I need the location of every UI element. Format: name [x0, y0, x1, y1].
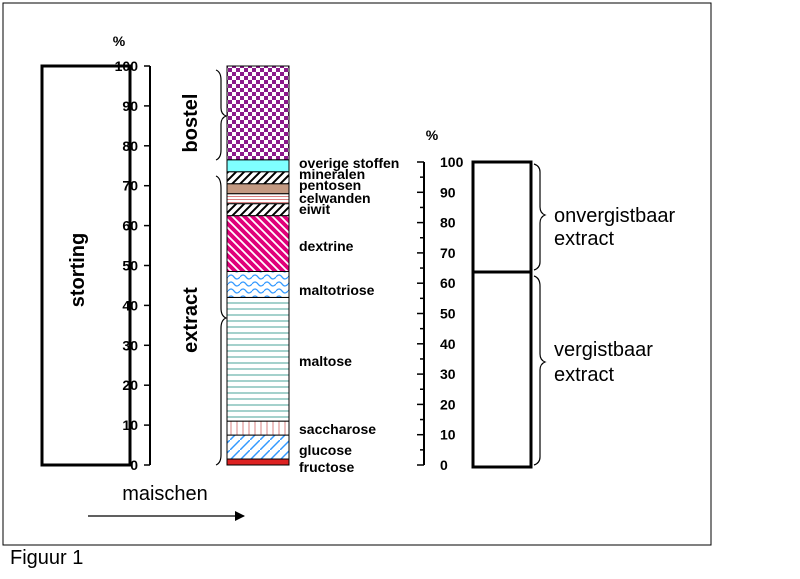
- right-axis-tick-label: 60: [440, 275, 456, 291]
- middle-axis-tick-label: 10: [122, 417, 138, 433]
- label-mineralen: mineralen: [299, 166, 365, 182]
- label-eiwit: eiwit: [299, 201, 330, 217]
- middle-axis-tick-label: 50: [122, 258, 138, 274]
- label-pentosen: pentosen: [299, 177, 361, 193]
- middle-axis-tick-label: 40: [122, 297, 138, 313]
- right-axis: % 0 10 20 30 40 50 60 70 80 90 100: [417, 127, 464, 473]
- vergistbaar-label-line1: vergistbaar: [554, 339, 653, 361]
- label-saccharose: saccharose: [299, 421, 376, 437]
- right-axis-tick-label: 10: [440, 427, 456, 443]
- middle-axis-tick-label: 30: [122, 337, 138, 353]
- extract-label: extract: [180, 287, 202, 353]
- label-maltotriose: maltotriose: [299, 282, 375, 298]
- storting-column: [40, 64, 132, 467]
- right-axis-tick-label: 20: [440, 396, 456, 412]
- extract-column: [471, 160, 533, 469]
- middle-axis: % 0 10 20 30 40 50 60 70 80 90 100: [113, 33, 151, 473]
- segment-fructose: [226, 458, 290, 466]
- label-celwanden: celwanden: [299, 190, 371, 206]
- middle-axis-tick-label: 0: [130, 457, 138, 473]
- middle-axis-tick-label: 80: [122, 138, 138, 154]
- label-fructose: fructose: [299, 459, 354, 475]
- composition-stack: [226, 65, 290, 466]
- middle-axis-tick-label: 70: [122, 178, 138, 194]
- label-dextrine: dextrine: [299, 238, 354, 254]
- middle-axis-unit: %: [113, 33, 126, 49]
- extract-brace: [215, 175, 228, 466]
- right-axis-tick-label: 100: [440, 154, 464, 170]
- figure-caption: Figuur 1: [10, 547, 84, 569]
- right-axis-tick-label: 30: [440, 366, 456, 382]
- middle-axis-tick-label: 90: [122, 98, 138, 114]
- label-glucose: glucose: [299, 442, 352, 458]
- segment-bostel: [226, 65, 290, 161]
- segment-celwanden: [226, 193, 290, 205]
- right-axis-tick-label: 80: [440, 215, 456, 231]
- right-axis-tick-label: 0: [440, 457, 448, 473]
- segment-pentosen: [226, 183, 290, 195]
- right-axis-unit: %: [426, 127, 439, 143]
- segment-saccharose: [226, 420, 290, 436]
- onvergistbaar-brace: [533, 163, 547, 271]
- onvergistbaar-label-line2: extract: [554, 228, 614, 250]
- segment-glucose: [226, 434, 290, 460]
- right-axis-tick-label: 40: [440, 336, 456, 352]
- onvergistbaar-label-line1: onvergistbaar: [554, 205, 676, 227]
- middle-axis-tick-label: 20: [122, 377, 138, 393]
- storting-label: storting: [67, 233, 89, 307]
- segment-dextrine: [226, 215, 290, 272]
- right-axis-tick-label: 90: [440, 184, 456, 200]
- segment-overige-stoffen: [226, 159, 290, 173]
- label-overige-stoffen: overige stoffen: [299, 155, 399, 171]
- maischen-label: maischen: [122, 483, 208, 505]
- label-maltose: maltose: [299, 353, 352, 369]
- figure-frame: [2, 2, 712, 546]
- middle-axis-tick-label: 60: [122, 218, 138, 234]
- vergistbaar-brace: [533, 275, 547, 466]
- bostel-label: bostel: [180, 94, 202, 153]
- segment-mineralen: [226, 171, 290, 185]
- segment-maltotriose: [226, 270, 290, 298]
- segment-maltose: [226, 296, 290, 422]
- segment-eiwit: [226, 203, 290, 217]
- bostel-brace: [215, 69, 228, 161]
- vergistbaar-label-line2: extract: [554, 364, 614, 386]
- right-axis-tick-label: 70: [440, 245, 456, 261]
- right-axis-tick-label: 50: [440, 306, 456, 322]
- middle-axis-tick-label: 100: [115, 58, 139, 74]
